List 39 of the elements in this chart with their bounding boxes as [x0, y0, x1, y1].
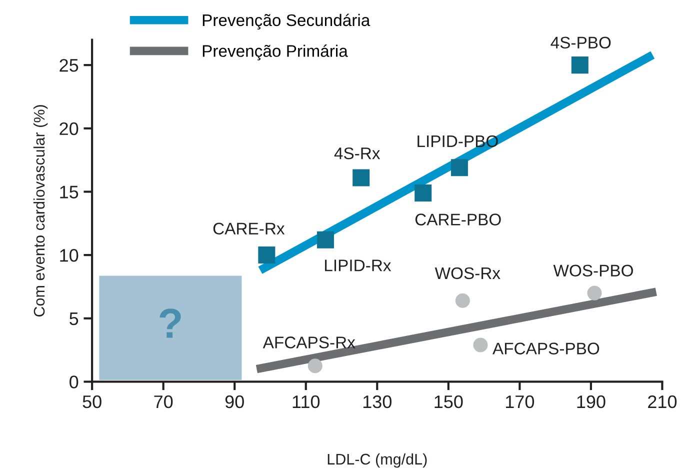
y-axis-title: Com evento cardiovascular (%): [33, 105, 48, 316]
y-tick-label: 20: [60, 122, 78, 136]
x-tick-label: 50: [82, 395, 102, 408]
point: [316, 231, 334, 248]
x-tick-label: 70: [154, 395, 173, 408]
annotation: 4S-PBO: [550, 36, 611, 49]
legend-label: Prevenção Secundária: [202, 14, 370, 30]
annotation: LIPID-Rx: [325, 260, 392, 272]
x-axis-title: LDL-C (mg/dL): [328, 453, 427, 468]
x-tick-label: 110: [292, 395, 320, 408]
legend-label: Prevenção Primária: [202, 44, 348, 60]
annotation: CARE-Rx: [213, 222, 285, 235]
point: [473, 338, 488, 352]
point: [587, 286, 602, 300]
y-tick-label: 0: [70, 376, 78, 388]
y-tick-label: 25: [60, 59, 78, 72]
annotation: ?: [160, 308, 181, 338]
x-tick-label: 210: [648, 395, 677, 408]
point: [571, 56, 588, 74]
point: [450, 159, 468, 176]
point: [258, 246, 276, 264]
y-tick-label: 10: [60, 248, 78, 262]
x-tick-label: 150: [434, 395, 463, 408]
annotation: AFCAPS-Rx: [262, 336, 356, 348]
y-tick-label: 15: [60, 186, 78, 198]
annotation: 4S-Rx: [334, 147, 380, 160]
point: [352, 169, 370, 186]
point: [455, 293, 470, 308]
point: [414, 184, 432, 202]
x-tick-label: 130: [363, 395, 392, 408]
x-tick-label: 170: [506, 395, 534, 408]
y-tick-label: 5: [70, 312, 78, 326]
x-tick-label: 90: [225, 395, 244, 408]
point: [308, 358, 322, 374]
x-tick-label: 190: [577, 395, 606, 408]
annotation: CARE-PBO: [415, 214, 501, 226]
annotation: WOS-Rx: [434, 267, 500, 280]
annotation: AFCAPS-PBO: [492, 342, 600, 354]
annotation: WOS-PBO: [553, 264, 633, 277]
